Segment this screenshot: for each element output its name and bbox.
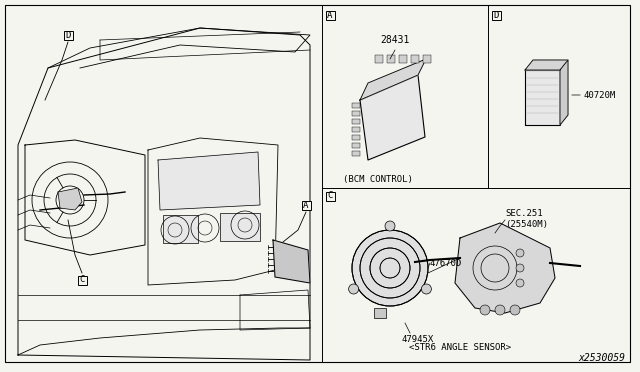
Text: D: D: [493, 10, 499, 19]
Text: C: C: [327, 192, 333, 201]
Bar: [301, 201, 310, 209]
Circle shape: [495, 305, 505, 315]
Text: x2530059: x2530059: [578, 353, 625, 363]
Circle shape: [480, 305, 490, 315]
Circle shape: [349, 284, 358, 294]
Bar: [352, 119, 360, 124]
Text: (BCM CONTROL): (BCM CONTROL): [343, 175, 413, 184]
Text: 40720M: 40720M: [583, 90, 615, 99]
Circle shape: [352, 230, 428, 306]
Circle shape: [385, 221, 395, 231]
Bar: [326, 10, 335, 19]
Bar: [423, 55, 431, 63]
Polygon shape: [273, 240, 310, 283]
Text: 28431: 28431: [380, 35, 410, 45]
Bar: [326, 192, 335, 201]
Bar: [492, 10, 500, 19]
Text: D: D: [65, 31, 70, 39]
Bar: [220, 213, 260, 241]
Text: C: C: [79, 276, 84, 285]
Polygon shape: [525, 60, 568, 70]
Text: 47670D: 47670D: [430, 259, 462, 267]
Text: <STR6 ANGLE SENSOR>: <STR6 ANGLE SENSOR>: [409, 343, 511, 353]
Polygon shape: [360, 75, 425, 160]
Bar: [352, 151, 360, 156]
Bar: [352, 111, 360, 116]
Bar: [352, 135, 360, 140]
Text: A: A: [327, 10, 333, 19]
Circle shape: [516, 249, 524, 257]
Bar: [163, 215, 198, 243]
Bar: [352, 143, 360, 148]
Text: SEC.251: SEC.251: [505, 208, 543, 218]
Circle shape: [421, 284, 431, 294]
Text: (25540M): (25540M): [505, 219, 548, 228]
Circle shape: [516, 279, 524, 287]
Bar: [387, 55, 395, 63]
Polygon shape: [455, 223, 555, 313]
Bar: [352, 127, 360, 132]
Bar: [63, 31, 72, 39]
Circle shape: [510, 305, 520, 315]
Bar: [399, 55, 407, 63]
Bar: [375, 55, 383, 63]
Bar: [411, 55, 419, 63]
Bar: [352, 103, 360, 108]
Text: A: A: [303, 201, 308, 209]
Bar: [77, 276, 86, 285]
Polygon shape: [360, 59, 426, 100]
Circle shape: [516, 264, 524, 272]
Text: 47945X: 47945X: [402, 336, 435, 344]
Polygon shape: [560, 60, 568, 125]
Bar: [374, 308, 386, 318]
Polygon shape: [525, 70, 560, 125]
Polygon shape: [58, 188, 82, 210]
Polygon shape: [158, 152, 260, 210]
